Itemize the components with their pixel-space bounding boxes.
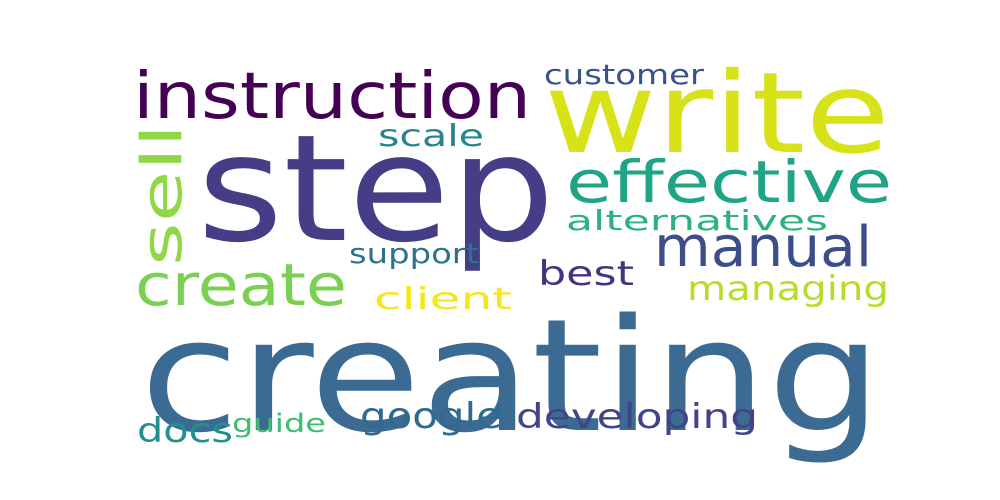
word-alternatives: alternatives — [566, 204, 828, 237]
word-best: best — [538, 254, 634, 294]
word-effective: effective — [566, 148, 892, 216]
word-create: create — [135, 251, 347, 319]
word-scale: scale — [378, 119, 484, 154]
word-manual: manual — [654, 215, 872, 280]
word-guide: guide — [232, 409, 326, 439]
word-step: step — [197, 103, 555, 275]
word-support: support — [349, 237, 479, 270]
word-customer: customer — [544, 58, 705, 91]
word-creating: creating — [140, 285, 882, 467]
word-docs: docs — [137, 411, 233, 451]
word-instruction: instruction — [133, 60, 531, 134]
word-client: client — [374, 282, 512, 317]
word-developing: developing — [516, 397, 758, 437]
word-google: google — [360, 396, 502, 437]
word-write: write — [544, 49, 890, 179]
word-managing: managing — [687, 269, 889, 309]
word-sell: sell — [130, 124, 195, 266]
